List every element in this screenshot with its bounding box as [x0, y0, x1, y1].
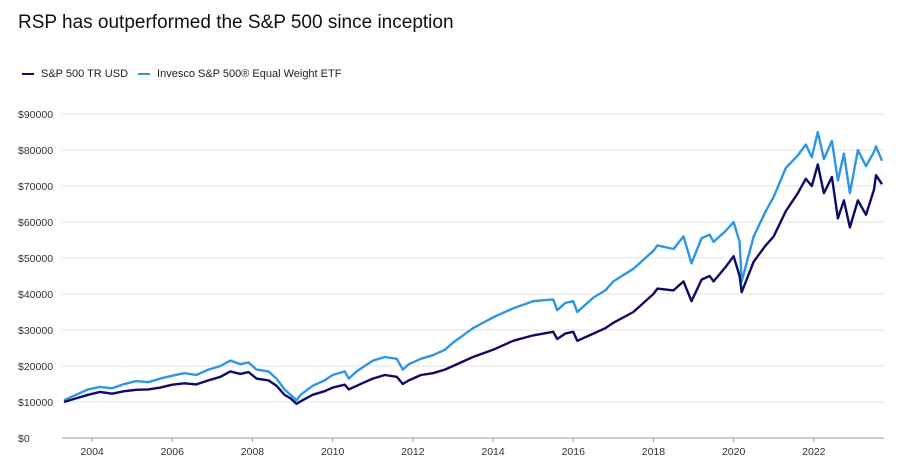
x-tick-label: 2008	[241, 446, 265, 458]
y-tick-label: $0	[18, 433, 30, 445]
y-tick-label: $30000	[18, 325, 53, 337]
y-tick-label: $20000	[18, 361, 53, 373]
y-tick-label: $10000	[18, 397, 53, 409]
x-tick-label: 2004	[80, 446, 104, 458]
series-line-sp500	[63, 163, 883, 405]
y-tick-label: $80000	[18, 145, 53, 157]
y-tick-label: $60000	[18, 217, 53, 229]
legend-item-rsp: Invesco S&P 500® Equal Weight ETF	[138, 68, 341, 80]
legend-label-rsp: Invesco S&P 500® Equal Weight ETF	[157, 68, 342, 80]
y-tick-label: $90000	[18, 109, 53, 121]
y-axis: $0 $10000 $20000 $30000 $40000 $50000 $60000 $7…	[18, 109, 53, 445]
x-tick-label: 2014	[481, 446, 505, 458]
y-tick-label: $70000	[18, 181, 53, 193]
x-axis: 2004 2006 2008 2010 2012 2014 2016 2018 2020 2022	[80, 438, 826, 458]
y-tick-label: $50000	[18, 253, 53, 265]
x-tick-label: 2020	[722, 446, 746, 458]
chart-title: RSP has outperformed the S&P 500 since i…	[18, 12, 454, 33]
legend-label-sp500: S&P 500 TR USD	[41, 68, 129, 80]
gridlines	[62, 113, 884, 439]
x-tick-label: 2016	[562, 446, 586, 458]
legend-swatch-sp500	[22, 73, 34, 75]
x-tick-label: 2012	[401, 446, 425, 458]
legend-item-sp500: S&P 500 TR USD	[22, 68, 128, 80]
x-tick-label: 2010	[321, 446, 345, 458]
x-tick-label: 2006	[161, 446, 185, 458]
x-tick-label: 2022	[802, 446, 826, 458]
x-tick-label: 2018	[642, 446, 666, 458]
series-lines	[63, 130, 884, 405]
y-tick-label: $40000	[18, 289, 53, 301]
series-line-rsp	[63, 130, 884, 402]
chart-legend: S&P 500 TR USD Invesco S&P 500® Equal We…	[22, 68, 351, 80]
legend-swatch-rsp	[138, 73, 151, 75]
